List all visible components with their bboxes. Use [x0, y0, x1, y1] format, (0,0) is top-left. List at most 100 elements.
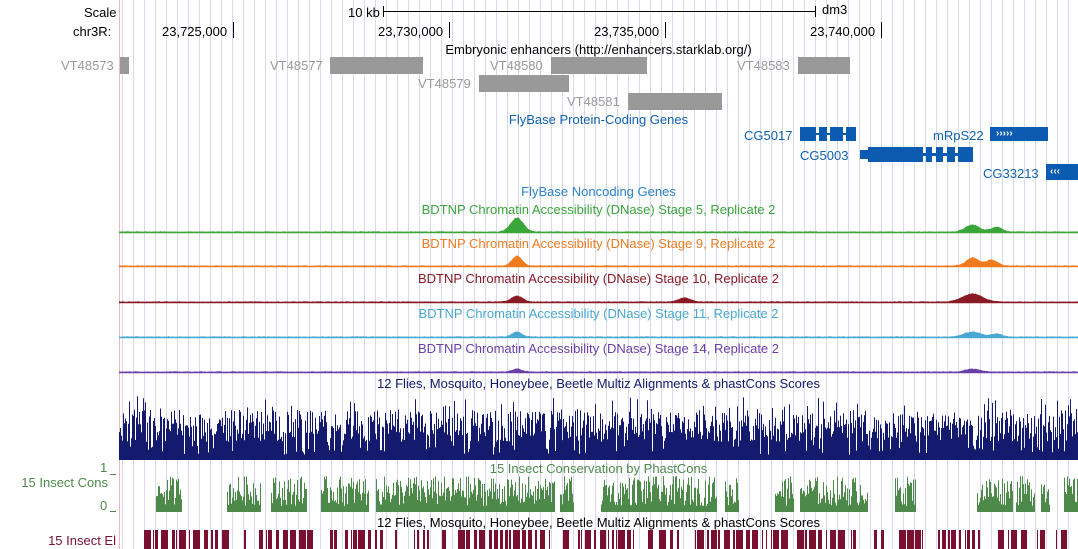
dnase-stage5-signal[interactable]: [119, 212, 1078, 234]
scale-bar-start-tick: [383, 6, 384, 17]
enhancer-feature[interactable]: [628, 93, 722, 110]
conserved-element: [618, 530, 625, 549]
enhancer-feature[interactable]: [479, 75, 569, 92]
conserved-element: [1011, 530, 1017, 549]
conserved-element: [972, 530, 975, 549]
enhancer-label[interactable]: VT48583: [737, 58, 790, 73]
conserved-element: [500, 530, 503, 549]
enhancer-label[interactable]: VT48577: [270, 58, 323, 73]
dnase-stage14-signal[interactable]: [119, 352, 1078, 374]
conserved-element: [736, 530, 743, 549]
conserved-element: [345, 530, 348, 549]
conserved-element: [153, 530, 154, 549]
conserved-element: [805, 530, 807, 549]
strand-arrows-icon: ›››››: [996, 128, 1013, 139]
conserved-element: [627, 530, 631, 549]
conserved-element: [193, 530, 200, 549]
conserved-element: [358, 530, 365, 549]
scale-bar-end-tick: [815, 6, 816, 17]
conserved-element: [659, 530, 666, 549]
conserved-element: [797, 530, 804, 549]
dnase-stage9-signal[interactable]: [119, 246, 1078, 268]
conserved-element: [648, 530, 653, 549]
conserved-element: [853, 530, 856, 549]
signal-area: [119, 331, 1078, 337]
enhancer-feature[interactable]: [330, 57, 423, 74]
ruler-position: 23,740,000: [810, 24, 876, 39]
conserved-element: [283, 530, 288, 549]
gene-exon: [958, 147, 973, 162]
gene-label[interactable]: CG33213: [983, 166, 1039, 181]
conserved-element: [395, 530, 397, 549]
ruler-position: 23,725,000: [162, 24, 228, 39]
conserved-element: [959, 530, 961, 549]
gene-utr: [860, 150, 868, 159]
ruler-tick: [881, 22, 882, 38]
conserved-element: [380, 530, 383, 549]
signal-area: [119, 217, 1078, 232]
conserved-element: [417, 530, 419, 549]
conserved-element: [375, 530, 377, 549]
conserved-element: [938, 530, 940, 549]
enhancer-label[interactable]: VT48579: [418, 76, 471, 91]
conserved-element: [211, 530, 213, 549]
phastcons-side-label[interactable]: 15 Insect Cons: [21, 475, 108, 490]
gene-exon: [830, 127, 843, 141]
conserved-element: [951, 530, 956, 549]
dnase-stage11-title: BDTNP Chromatin Accessibility (DNase) St…: [418, 306, 779, 321]
conserved-element: [612, 530, 614, 549]
conserved-element: [874, 530, 877, 549]
gene-exon: [819, 127, 827, 141]
enhancer-feature[interactable]: [798, 57, 850, 74]
conserved-element: [922, 530, 923, 549]
dnase-stage10-signal[interactable]: [119, 282, 1078, 304]
conserved-element: [179, 530, 186, 549]
conserved-element: [351, 530, 352, 549]
axis-tick: [110, 474, 116, 475]
enhancer-label[interactable]: VT48573: [61, 58, 114, 73]
conserved-element: [948, 530, 950, 549]
enhancer-feature[interactable]: [120, 57, 129, 74]
enhancer-label[interactable]: VT48581: [567, 94, 620, 109]
conserved-element: [826, 530, 827, 549]
conserved-element: [155, 530, 158, 549]
conserved-element: [978, 530, 980, 549]
conserved-element: [307, 530, 313, 549]
phastcons-track-title: 15 Insect Conservation by PhastCons: [489, 461, 708, 476]
gene-label[interactable]: CG5017: [744, 128, 793, 143]
conserved-element: [513, 530, 520, 549]
enhancer-feature[interactable]: [551, 57, 647, 74]
conserved-element: [899, 530, 906, 549]
conserved-elements-bars[interactable]: [119, 530, 1078, 549]
conserved-element: [458, 530, 465, 549]
conserved-element: [907, 530, 914, 549]
conserved-element: [1061, 530, 1067, 549]
conserved-element: [222, 530, 229, 549]
gene-exon: [926, 147, 932, 162]
gene-exon: [800, 127, 816, 141]
conserved-element: [535, 530, 537, 549]
conserved-element: [423, 530, 425, 549]
conserved-element: [818, 530, 822, 549]
multiz-conservation-signal[interactable]: [119, 392, 1078, 460]
conserved-element: [724, 530, 730, 549]
elements-side-label[interactable]: 15 Insect El: [48, 533, 116, 548]
conserved-element: [161, 530, 168, 549]
gene-label[interactable]: CG5003: [800, 148, 849, 163]
enhancers-track-title: Embryonic enhancers (http://enhancers.st…: [445, 42, 752, 57]
gene-label[interactable]: mRpS22: [933, 128, 984, 143]
conserved-element: [189, 530, 190, 549]
conserved-element: [718, 530, 720, 549]
axis-tick: [110, 511, 116, 512]
conserved-element: [334, 530, 337, 549]
conserved-element: [838, 530, 845, 549]
conserved-element: [616, 530, 617, 549]
dnase-stage11-signal[interactable]: [119, 317, 1078, 339]
conserved-element: [809, 530, 816, 549]
phastcons-signal[interactable]: [119, 474, 1078, 512]
conserved-element: [290, 530, 296, 549]
enhancer-label[interactable]: VT48580: [490, 58, 543, 73]
strand-arrows-icon: ‹‹‹: [1050, 166, 1060, 177]
conserved-element: [522, 530, 526, 549]
